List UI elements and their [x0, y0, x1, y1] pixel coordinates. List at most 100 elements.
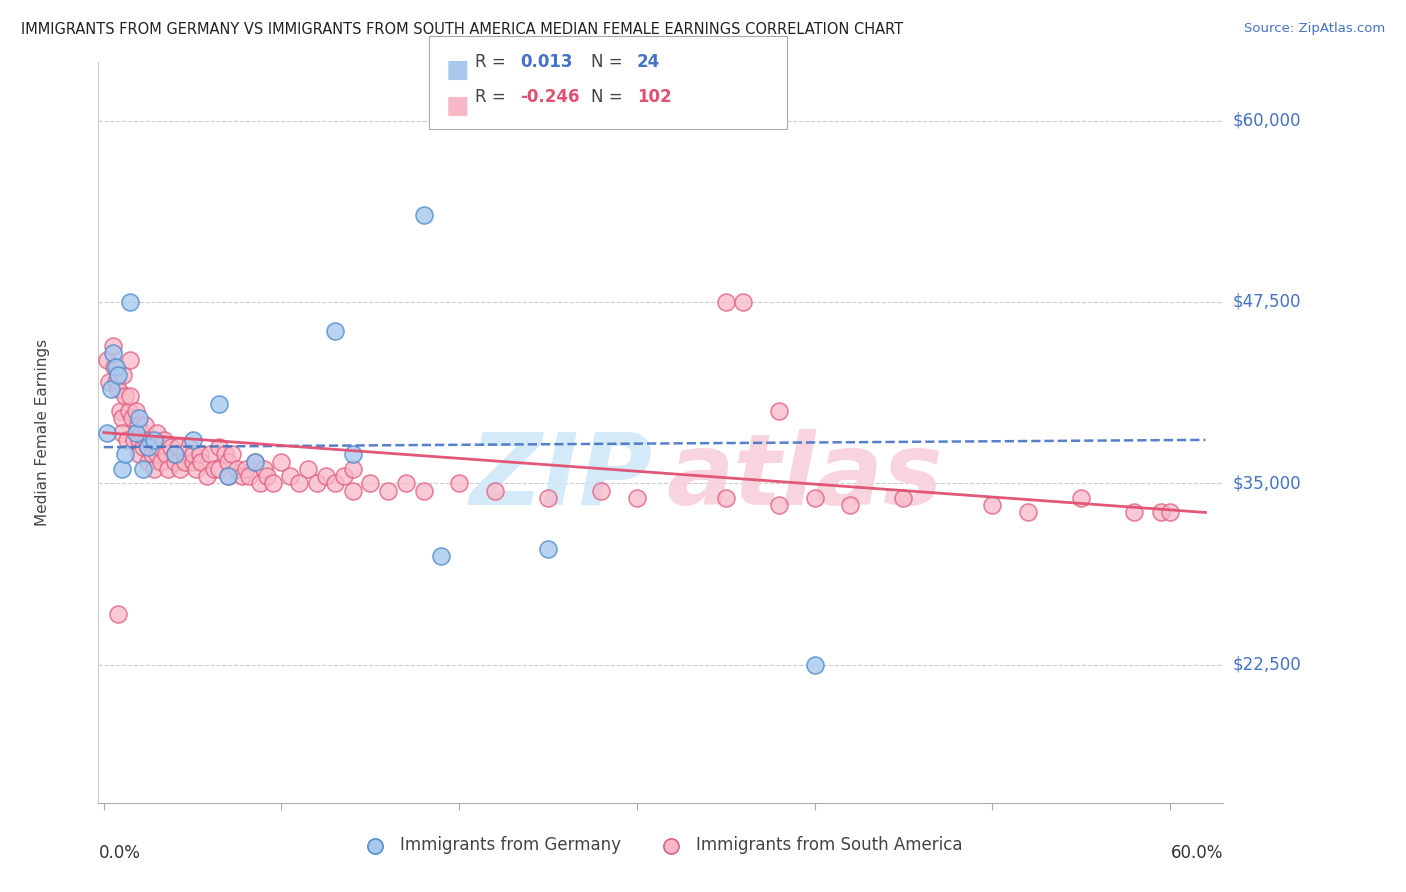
- Point: [278, 469, 301, 483]
- Text: N =: N =: [591, 53, 627, 70]
- Point: [591, 483, 613, 498]
- Point: [186, 462, 208, 476]
- Point: [484, 483, 506, 498]
- Point: [839, 498, 862, 512]
- Point: [195, 469, 218, 483]
- Point: [121, 411, 143, 425]
- Point: [412, 483, 434, 498]
- Text: ZIP: ZIP: [470, 428, 652, 525]
- Point: [128, 411, 150, 425]
- Point: [100, 382, 122, 396]
- Point: [120, 389, 142, 403]
- Point: [315, 469, 337, 483]
- Point: [146, 425, 169, 440]
- Point: [733, 295, 755, 310]
- Point: [714, 295, 737, 310]
- Point: [208, 440, 231, 454]
- Point: [342, 483, 364, 498]
- Point: [768, 404, 790, 418]
- Point: [136, 440, 159, 454]
- Point: [101, 345, 124, 359]
- Point: [117, 404, 139, 418]
- Point: [243, 455, 266, 469]
- Text: 102: 102: [637, 88, 672, 106]
- Point: [156, 462, 179, 476]
- Point: [115, 433, 138, 447]
- Point: [107, 368, 129, 382]
- Text: Source: ZipAtlas.com: Source: ZipAtlas.com: [1244, 22, 1385, 36]
- Point: [208, 462, 231, 476]
- Point: [160, 440, 183, 454]
- Point: [173, 447, 195, 461]
- Text: 0.013: 0.013: [520, 53, 572, 70]
- Point: [238, 469, 260, 483]
- Point: [768, 498, 790, 512]
- Point: [114, 389, 136, 403]
- Point: [142, 433, 165, 447]
- Text: Median Female Earnings: Median Female Earnings: [35, 339, 49, 526]
- Point: [141, 447, 163, 461]
- Text: ■: ■: [446, 94, 470, 118]
- Point: [305, 476, 328, 491]
- Point: [1150, 506, 1173, 520]
- Point: [377, 483, 399, 498]
- Point: [181, 447, 204, 461]
- Text: R =: R =: [475, 53, 512, 70]
- Text: 24: 24: [637, 53, 661, 70]
- Point: [1070, 491, 1092, 505]
- Text: 0.0%: 0.0%: [98, 844, 141, 862]
- Point: [1017, 506, 1039, 520]
- Point: [120, 353, 142, 368]
- Point: [98, 375, 121, 389]
- Text: 60.0%: 60.0%: [1171, 844, 1223, 862]
- Text: $35,000: $35,000: [1232, 475, 1301, 492]
- Point: [297, 462, 319, 476]
- Point: [108, 404, 131, 418]
- Point: [430, 549, 453, 563]
- Point: [270, 455, 292, 469]
- Point: [256, 469, 278, 483]
- Point: [122, 433, 145, 447]
- Point: [803, 491, 825, 505]
- Point: [803, 657, 825, 672]
- Point: [103, 360, 125, 375]
- Point: [127, 418, 149, 433]
- Point: [188, 447, 211, 461]
- Point: [181, 433, 204, 447]
- Point: [1159, 506, 1181, 520]
- Point: [714, 491, 737, 505]
- Text: atlas: atlas: [666, 428, 943, 525]
- Point: [323, 324, 346, 338]
- Text: N =: N =: [591, 88, 627, 106]
- Point: [217, 469, 239, 483]
- Point: [342, 462, 364, 476]
- Point: [288, 476, 311, 491]
- Text: ■: ■: [446, 58, 470, 82]
- Point: [231, 469, 253, 483]
- Point: [107, 607, 129, 621]
- Point: [1123, 506, 1146, 520]
- Point: [110, 425, 132, 440]
- Point: [449, 476, 471, 491]
- Point: [177, 440, 200, 454]
- Point: [134, 418, 156, 433]
- Point: [136, 455, 159, 469]
- Text: R =: R =: [475, 88, 512, 106]
- Point: [262, 476, 284, 491]
- Point: [893, 491, 915, 505]
- Point: [626, 491, 648, 505]
- Point: [125, 425, 148, 440]
- Point: [132, 440, 155, 454]
- Point: [167, 440, 190, 454]
- Point: [332, 469, 354, 483]
- Point: [146, 447, 169, 461]
- Point: [359, 476, 381, 491]
- Point: [214, 447, 236, 461]
- Point: [217, 469, 239, 483]
- Point: [226, 462, 249, 476]
- Point: [217, 455, 239, 469]
- Point: [200, 447, 222, 461]
- Text: $22,500: $22,500: [1232, 656, 1301, 673]
- Text: IMMIGRANTS FROM GERMANY VS IMMIGRANTS FROM SOUTH AMERICA MEDIAN FEMALE EARNINGS : IMMIGRANTS FROM GERMANY VS IMMIGRANTS FR…: [21, 22, 903, 37]
- Point: [253, 462, 276, 476]
